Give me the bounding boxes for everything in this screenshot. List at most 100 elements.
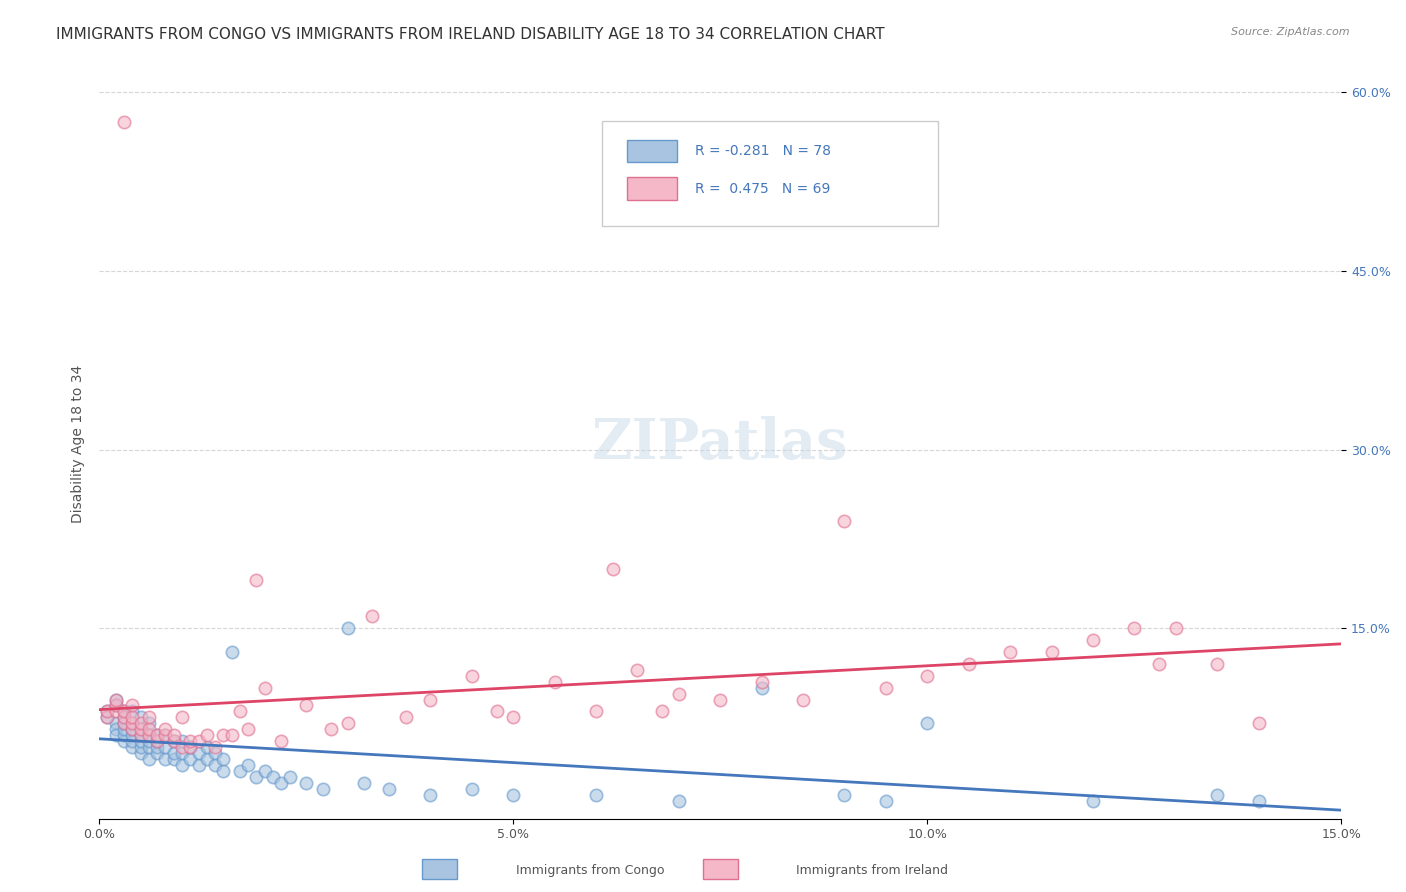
Point <box>238 758 260 772</box>
Point <box>138 710 160 724</box>
Point <box>112 723 135 737</box>
Point <box>295 698 318 713</box>
FancyBboxPatch shape <box>602 121 938 226</box>
Point <box>112 734 135 748</box>
Point <box>187 746 209 760</box>
Point <box>146 740 169 755</box>
Point <box>751 674 773 689</box>
Point <box>96 705 118 719</box>
Point <box>917 716 939 731</box>
Point <box>875 794 897 808</box>
Point <box>138 752 160 766</box>
Point <box>212 728 235 742</box>
Point <box>104 705 127 719</box>
Point <box>170 746 193 760</box>
Point <box>187 734 209 748</box>
Point <box>1206 657 1229 671</box>
Point <box>957 657 980 671</box>
Point <box>155 752 177 766</box>
Point <box>270 734 292 748</box>
Point <box>204 740 226 755</box>
Point <box>121 705 143 719</box>
Point <box>651 705 673 719</box>
Point <box>585 705 607 719</box>
Point <box>1081 794 1104 808</box>
Text: Source: ZipAtlas.com: Source: ZipAtlas.com <box>1232 27 1350 37</box>
Point <box>195 740 218 755</box>
Point <box>138 723 160 737</box>
Point <box>419 692 441 706</box>
Point <box>668 687 690 701</box>
Point <box>129 710 152 724</box>
Point <box>917 669 939 683</box>
Point <box>461 669 484 683</box>
Point <box>163 734 186 748</box>
Point <box>221 728 243 742</box>
Point <box>1040 645 1063 659</box>
Point <box>129 723 152 737</box>
Point <box>221 645 243 659</box>
Point <box>121 716 143 731</box>
Point <box>155 723 177 737</box>
Point <box>278 770 301 784</box>
Text: Immigrants from Ireland: Immigrants from Ireland <box>796 864 948 877</box>
Point <box>792 692 814 706</box>
Point <box>179 752 201 766</box>
Point <box>1206 788 1229 802</box>
Point <box>1147 657 1170 671</box>
Point <box>179 740 201 755</box>
Point <box>253 681 276 695</box>
Point <box>204 746 226 760</box>
Point <box>262 770 284 784</box>
Point <box>112 728 135 742</box>
Point <box>155 728 177 742</box>
Point <box>121 716 143 731</box>
Point <box>96 710 118 724</box>
Point <box>875 681 897 695</box>
Point <box>146 728 169 742</box>
Point <box>129 740 152 755</box>
Y-axis label: Disability Age 18 to 34: Disability Age 18 to 34 <box>72 365 86 523</box>
Point <box>378 781 401 796</box>
Point <box>163 752 186 766</box>
Point <box>112 710 135 724</box>
Point <box>129 728 152 742</box>
Point <box>238 723 260 737</box>
Point <box>121 698 143 713</box>
Point <box>104 723 127 737</box>
Point <box>121 740 143 755</box>
Point <box>96 705 118 719</box>
Point <box>295 776 318 790</box>
Point <box>502 788 524 802</box>
Point <box>485 705 508 719</box>
Point <box>146 734 169 748</box>
Point <box>112 716 135 731</box>
Point <box>146 734 169 748</box>
Point <box>170 758 193 772</box>
Point <box>751 681 773 695</box>
Point <box>121 710 143 724</box>
Point <box>1081 632 1104 647</box>
Point <box>138 740 160 755</box>
Point <box>129 728 152 742</box>
Point <box>1164 621 1187 635</box>
Point <box>253 764 276 778</box>
Point <box>170 710 193 724</box>
Bar <box>627 178 676 200</box>
Point <box>170 740 193 755</box>
Point <box>502 710 524 724</box>
Point <box>585 788 607 802</box>
Point <box>121 723 143 737</box>
Point <box>361 609 384 624</box>
Point <box>112 705 135 719</box>
Point <box>121 734 143 748</box>
Point <box>195 728 218 742</box>
Bar <box>627 140 676 162</box>
Point <box>138 734 160 748</box>
Point <box>104 698 127 713</box>
Point <box>129 716 152 731</box>
Point <box>336 621 359 635</box>
Point <box>146 746 169 760</box>
Point <box>104 698 127 713</box>
Point <box>112 705 135 719</box>
